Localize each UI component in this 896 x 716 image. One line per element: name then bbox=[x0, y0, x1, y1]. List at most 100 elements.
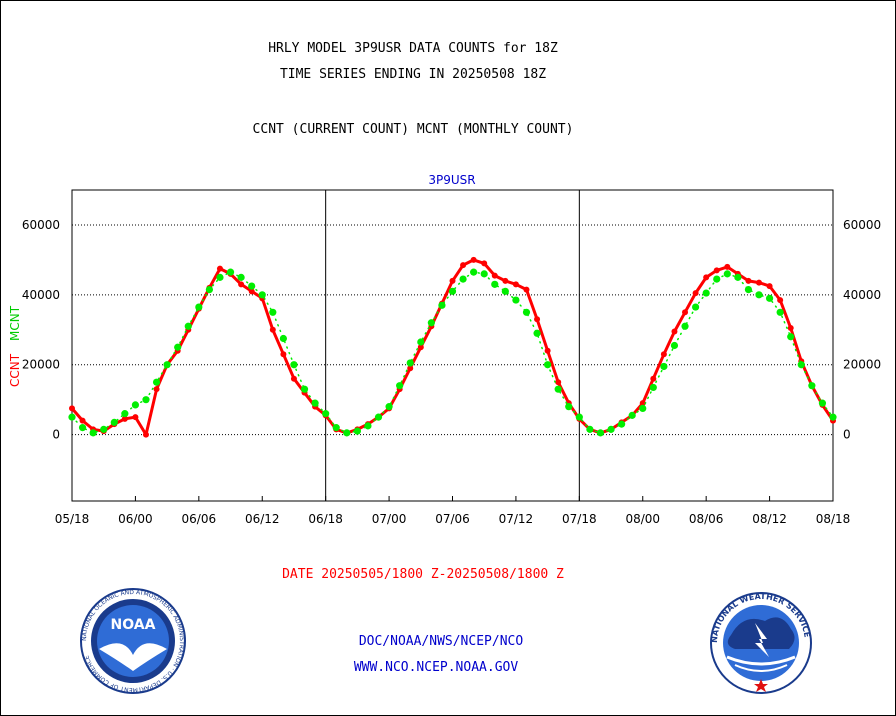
point-mcnt bbox=[163, 361, 171, 369]
point-mcnt bbox=[586, 425, 594, 433]
point-mcnt bbox=[152, 378, 161, 386]
point-mcnt bbox=[322, 410, 330, 418]
point-mcnt bbox=[797, 361, 805, 369]
x-tick-label: 07/06 bbox=[435, 512, 470, 526]
point-ccnt bbox=[470, 256, 477, 263]
x-tick-label: 06/12 bbox=[245, 512, 280, 526]
point-ccnt bbox=[248, 288, 255, 295]
point-ccnt bbox=[407, 365, 414, 372]
point-ccnt bbox=[692, 290, 699, 297]
point-mcnt bbox=[290, 361, 298, 369]
point-mcnt bbox=[459, 275, 467, 283]
point-mcnt bbox=[311, 399, 319, 407]
url-link[interactable]: WWW.NCO.NCEP.NOAA.GOV bbox=[354, 660, 519, 675]
point-mcnt bbox=[353, 427, 361, 435]
point-mcnt bbox=[332, 424, 340, 432]
point-mcnt bbox=[142, 396, 150, 404]
point-mcnt bbox=[618, 420, 626, 428]
point-ccnt bbox=[121, 415, 128, 422]
point-ccnt bbox=[69, 405, 75, 412]
point-mcnt bbox=[300, 385, 309, 393]
x-tick-label: 07/00 bbox=[372, 512, 407, 526]
point-mcnt bbox=[702, 289, 710, 297]
point-ccnt bbox=[703, 274, 710, 281]
y-axis-label-mcnt: MCNT bbox=[8, 305, 22, 341]
point-ccnt bbox=[682, 309, 689, 316]
point-mcnt bbox=[427, 319, 435, 327]
x-tick-label: 07/12 bbox=[499, 512, 534, 526]
series-line-mcnt bbox=[71, 271, 834, 434]
point-mcnt bbox=[554, 385, 562, 393]
point-mcnt bbox=[131, 401, 140, 409]
point-ccnt bbox=[238, 281, 245, 288]
chart-title: 3P9USR bbox=[428, 173, 475, 187]
header-line-2: TIME SERIES ENDING IN 20250508 18Z bbox=[280, 67, 546, 82]
point-ccnt bbox=[449, 277, 456, 284]
point-mcnt bbox=[575, 413, 583, 421]
point-mcnt bbox=[765, 294, 774, 302]
point-mcnt bbox=[533, 329, 541, 337]
point-mcnt bbox=[258, 291, 266, 299]
x-tick-label: 06/00 bbox=[118, 512, 153, 526]
point-ccnt bbox=[544, 347, 551, 354]
point-mcnt bbox=[100, 425, 108, 433]
point-mcnt bbox=[512, 296, 520, 304]
point-mcnt bbox=[343, 429, 351, 437]
point-mcnt bbox=[596, 429, 605, 437]
point-mcnt bbox=[89, 429, 97, 437]
y-tick-label-left: 40000 bbox=[22, 288, 60, 302]
point-ccnt bbox=[650, 375, 657, 382]
point-ccnt bbox=[417, 344, 424, 351]
point-ccnt bbox=[512, 281, 519, 288]
point-ccnt bbox=[523, 286, 530, 293]
point-mcnt bbox=[406, 359, 414, 367]
point-mcnt bbox=[174, 343, 182, 351]
x-tick-label: 06/06 bbox=[182, 512, 217, 526]
x-tick-label: 08/18 bbox=[816, 512, 851, 526]
point-mcnt bbox=[787, 333, 795, 341]
x-tick-label: 07/18 bbox=[562, 512, 597, 526]
plot-border bbox=[71, 189, 834, 502]
point-ccnt bbox=[756, 279, 763, 286]
point-ccnt bbox=[502, 277, 509, 284]
point-mcnt bbox=[184, 322, 192, 330]
point-ccnt bbox=[745, 277, 752, 284]
point-ccnt bbox=[787, 325, 794, 332]
x-tick-label: 08/00 bbox=[625, 512, 660, 526]
point-mcnt bbox=[723, 270, 731, 278]
point-mcnt bbox=[691, 303, 700, 311]
point-ccnt bbox=[153, 386, 160, 393]
point-mcnt bbox=[670, 341, 679, 350]
y-axis-label-ccnt: CCNT bbox=[8, 353, 22, 387]
point-mcnt bbox=[121, 410, 129, 418]
point-mcnt bbox=[448, 287, 457, 295]
point-mcnt bbox=[491, 280, 499, 288]
point-mcnt bbox=[628, 411, 636, 419]
org-label: DOC/NOAA/NWS/NCEP/NCO bbox=[359, 634, 524, 649]
point-ccnt bbox=[724, 263, 731, 270]
point-mcnt bbox=[68, 413, 76, 421]
noaa-logo-text: NOAA bbox=[111, 617, 156, 633]
y-tick-label-right: 60000 bbox=[843, 218, 881, 232]
point-mcnt bbox=[279, 334, 287, 343]
point-ccnt bbox=[269, 326, 276, 333]
date-range-label: DATE 20250505/1800 Z-20250508/1800 Z bbox=[282, 567, 564, 582]
point-mcnt bbox=[734, 273, 742, 281]
point-mcnt bbox=[522, 308, 531, 316]
x-tick-label: 05/18 bbox=[55, 512, 90, 526]
point-ccnt bbox=[713, 267, 720, 274]
point-mcnt bbox=[417, 338, 425, 346]
point-mcnt bbox=[776, 308, 784, 316]
header-line-1: HRLY MODEL 3P9USR DATA COUNTS for 18Z bbox=[268, 41, 558, 56]
point-mcnt bbox=[385, 403, 393, 411]
point-mcnt bbox=[110, 418, 118, 426]
point-mcnt bbox=[216, 273, 224, 281]
point-ccnt bbox=[132, 414, 139, 421]
point-mcnt bbox=[607, 425, 615, 433]
point-ccnt bbox=[481, 260, 488, 267]
y-axis-label-group: CCNT MCNT bbox=[8, 305, 22, 387]
y-tick-label-left: 60000 bbox=[22, 218, 60, 232]
point-mcnt bbox=[649, 383, 657, 392]
point-ccnt bbox=[660, 351, 667, 358]
